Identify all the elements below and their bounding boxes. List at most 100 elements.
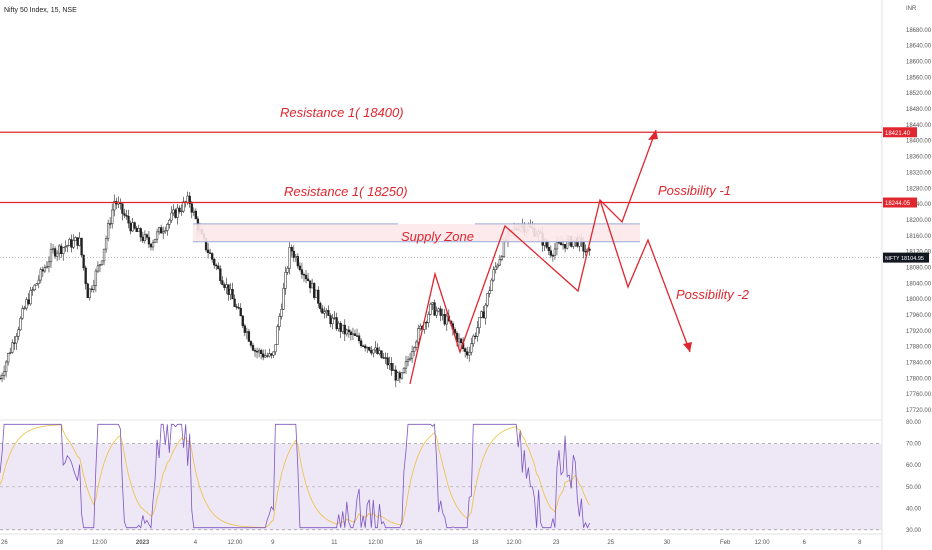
candle-body	[41, 269, 44, 272]
candle-body	[225, 284, 228, 288]
candle-body	[176, 207, 179, 218]
candle-body	[272, 351, 275, 356]
candle-body	[292, 250, 295, 258]
candle-body	[186, 195, 189, 203]
candle-body	[137, 228, 140, 233]
candle-body	[388, 363, 391, 366]
candle-body	[121, 203, 124, 214]
candle-body	[231, 289, 234, 300]
price-tick-label: 18400.00	[906, 139, 932, 145]
candle-body	[235, 306, 238, 308]
candle-body	[166, 224, 169, 231]
candle-body	[486, 293, 489, 306]
candle-body	[304, 274, 308, 280]
candle-body	[398, 372, 402, 379]
candle-body	[215, 264, 218, 267]
candle-body	[433, 302, 436, 316]
candle-body	[7, 353, 10, 363]
candle-body	[378, 350, 381, 354]
candle-body	[402, 367, 406, 374]
candle-body	[109, 223, 112, 225]
candle-body	[55, 252, 59, 257]
candle-body	[549, 250, 552, 256]
candle-body	[302, 274, 306, 276]
x-tick-label: 28	[56, 540, 63, 546]
candle-body	[123, 213, 126, 216]
candle-body	[300, 269, 304, 275]
candle-body	[264, 355, 267, 358]
candle-body	[333, 317, 336, 319]
price-tick-label: 17920.00	[906, 329, 932, 335]
candle-body	[249, 341, 253, 346]
candle-body	[553, 248, 557, 256]
candle-body	[259, 350, 263, 355]
candle-body	[47, 261, 51, 267]
price-tick-label: 18280.00	[906, 186, 932, 192]
candle-body	[43, 267, 47, 272]
candle-body	[160, 227, 163, 234]
price-tick-label: 18200.00	[906, 218, 932, 224]
candle-body	[488, 290, 491, 294]
price-tick-label: 18000.00	[906, 297, 932, 303]
candle-body	[341, 324, 344, 332]
candle-body	[296, 256, 300, 267]
price-tick-label: 18080.00	[906, 265, 932, 271]
candle-body	[174, 209, 177, 218]
candle-body	[88, 288, 91, 299]
candle-body	[494, 266, 497, 271]
candle-body	[251, 345, 255, 351]
candle-body	[437, 308, 440, 312]
candle-body	[66, 245, 69, 247]
x-tick-label: 8	[858, 540, 862, 546]
candle-body	[98, 264, 102, 267]
x-axis[interactable]: 26 28 12:00 2023 4 12:00 9 11 12:00 16 18 12:00 23 25…	[0, 533, 882, 546]
price-tick-label: 17760.00	[906, 392, 932, 398]
candle-body	[474, 335, 477, 338]
candle-body	[319, 303, 322, 310]
candle-body	[151, 242, 155, 248]
candle-body	[327, 310, 330, 316]
candle-body	[170, 212, 173, 221]
candle-body	[133, 222, 136, 229]
candle-body	[482, 311, 485, 319]
annotation-layer: Supply Zone Resistance 1( 18400) 18421.40 R…	[0, 105, 929, 385]
candle-body	[445, 315, 448, 325]
candle-body	[588, 248, 591, 251]
supply-zone-label: Supply Zone	[401, 229, 474, 244]
candle-body	[168, 219, 171, 225]
candle-body	[357, 335, 361, 341]
candle-body	[490, 279, 493, 291]
candle-body	[282, 288, 285, 310]
candle-body	[492, 269, 495, 281]
candle-body	[64, 246, 67, 248]
candle-body	[392, 369, 395, 371]
candle-body	[143, 234, 146, 242]
x-tick-label: 25	[607, 540, 614, 546]
candle-body	[45, 265, 49, 268]
candle-body	[380, 350, 383, 358]
price-tick-label: 17800.00	[906, 376, 932, 382]
candle-body	[135, 227, 138, 233]
candle-body	[478, 316, 481, 329]
candle-body	[408, 357, 412, 361]
price-tick-label: 18040.00	[906, 281, 932, 287]
candle-body	[90, 288, 93, 291]
candle-body	[94, 270, 98, 286]
candle-body	[419, 325, 422, 329]
candle-body	[190, 203, 193, 213]
candle-body	[257, 350, 261, 353]
candle-body	[551, 255, 555, 257]
candle-body	[355, 335, 359, 337]
candle-body	[29, 290, 32, 305]
candle-body	[353, 333, 357, 336]
candle-body	[286, 267, 289, 273]
candle-body	[245, 331, 249, 333]
x-tick-label: 12:00	[92, 540, 108, 546]
rsi-pane[interactable]: 80.00 70.00 60.00 50.00 40.00 30.00	[0, 419, 922, 534]
candle-body	[484, 304, 487, 319]
candle-body	[361, 345, 365, 347]
candle-body	[113, 201, 116, 211]
candle-body	[2, 371, 6, 376]
candle-body	[229, 289, 232, 295]
